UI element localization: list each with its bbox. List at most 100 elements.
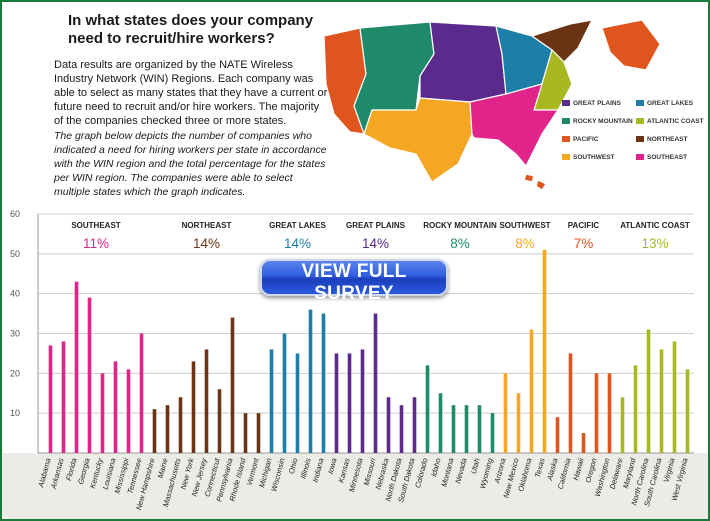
state-label: Ohio [287, 457, 300, 475]
legend-item-northeast: NORTHEAST [636, 136, 687, 143]
bar [373, 313, 378, 453]
bar [87, 297, 92, 453]
bar [607, 373, 612, 453]
bar [555, 417, 560, 453]
page-title: In what states does your company need to… [68, 12, 314, 47]
bar [61, 341, 66, 453]
region-name-label: ROCKY MOUNTAIN [423, 221, 497, 230]
y-tick-label: 10 [10, 408, 20, 418]
bar [620, 397, 625, 453]
us-map-illustration [323, 19, 661, 191]
bar [646, 329, 651, 453]
view-full-survey-button[interactable]: VIEW FULL SURVEY [260, 259, 448, 304]
bar [464, 405, 469, 453]
legend-swatch [562, 154, 570, 161]
bar [113, 361, 118, 453]
bar [412, 397, 417, 453]
bar [451, 405, 456, 453]
bar [152, 409, 157, 453]
region-name-label: SOUTHWEST [499, 221, 550, 230]
bar [477, 405, 482, 453]
bar [581, 433, 586, 453]
legend-label: NORTHEAST [647, 136, 688, 143]
region-name-label: PACIFIC [568, 221, 600, 230]
bar [360, 349, 365, 453]
bar [243, 413, 248, 453]
legend-label: GREAT PLAINS [573, 100, 621, 107]
bar [48, 345, 53, 453]
legend-swatch [636, 154, 644, 161]
legend-item-rocky-mountain: ROCKY MOUNTAIN [562, 118, 633, 125]
bar [74, 281, 79, 453]
bar [230, 317, 235, 453]
y-tick-label: 30 [10, 329, 20, 339]
legend-item-great-plains: GREAT PLAINS [562, 100, 621, 107]
chart-note: The graph below depicts the number of co… [54, 130, 327, 198]
state-label: Utah [469, 457, 482, 475]
bar [568, 353, 573, 453]
region-percent-label: 8% [450, 236, 470, 251]
bar [594, 373, 599, 453]
region-percent-label: 14% [193, 236, 220, 251]
legend-item-southwest: SOUTHWEST [562, 154, 615, 161]
bar [399, 405, 404, 453]
us-region-map [320, 14, 708, 194]
legend-label: SOUTHWEST [573, 154, 615, 161]
bar [503, 373, 508, 453]
legend-swatch [636, 100, 644, 107]
bar [126, 369, 131, 453]
state-hiring-bar-chart: 102030405060SOUTHEAST11%AlabamaArkansasF… [2, 209, 708, 519]
bar [633, 365, 638, 453]
bar [308, 309, 313, 453]
legend-label: ATLANTIC COAST [647, 118, 704, 125]
legend-swatch [562, 118, 570, 125]
region-percent-label: 13% [641, 236, 668, 251]
bar [438, 393, 443, 453]
legend-item-great-lakes: GREAT LAKES [636, 100, 693, 107]
y-tick-label: 40 [10, 289, 20, 299]
y-tick-label: 50 [10, 249, 20, 259]
bar [295, 353, 300, 453]
legend-label: PACIFIC [573, 136, 599, 143]
bar [659, 349, 664, 453]
bar [542, 249, 547, 453]
legend-swatch [636, 118, 644, 125]
bar [165, 405, 170, 453]
legend-swatch [562, 136, 570, 143]
bar [321, 313, 326, 453]
region-name-label: NORTHEAST [182, 221, 232, 230]
bar [672, 341, 677, 453]
legend-swatch [562, 100, 570, 107]
bar [386, 397, 391, 453]
bar [490, 413, 495, 453]
bar [100, 373, 105, 453]
bar [529, 329, 534, 453]
region-percent-label: 14% [284, 236, 311, 251]
bar [425, 365, 430, 453]
region-name-label: SOUTHEAST [71, 221, 120, 230]
y-tick-label: 60 [10, 209, 20, 219]
region-name-label: ATLANTIC COAST [620, 221, 690, 230]
legend-label: SOUTHEAST [647, 154, 688, 161]
bar [347, 353, 352, 453]
bar [334, 353, 339, 453]
bar [685, 369, 690, 453]
x-label-band [2, 453, 708, 519]
state-label: Iowa [326, 457, 339, 475]
bar [204, 349, 209, 453]
bar [269, 349, 274, 453]
legend-label: ROCKY MOUNTAIN [573, 118, 633, 125]
y-tick-label: 20 [10, 368, 20, 378]
bar [191, 361, 196, 453]
bar [217, 389, 222, 453]
bar [282, 333, 287, 453]
bar [516, 393, 521, 453]
intro-text: Data results are organized by the NATE W… [54, 59, 328, 127]
region-percent-label: 7% [574, 236, 594, 251]
region-percent-label: 11% [83, 236, 109, 251]
region-name-label: GREAT PLAINS [346, 221, 406, 230]
legend-label: GREAT LAKES [647, 100, 694, 107]
bar [256, 413, 261, 453]
bar [139, 333, 144, 453]
